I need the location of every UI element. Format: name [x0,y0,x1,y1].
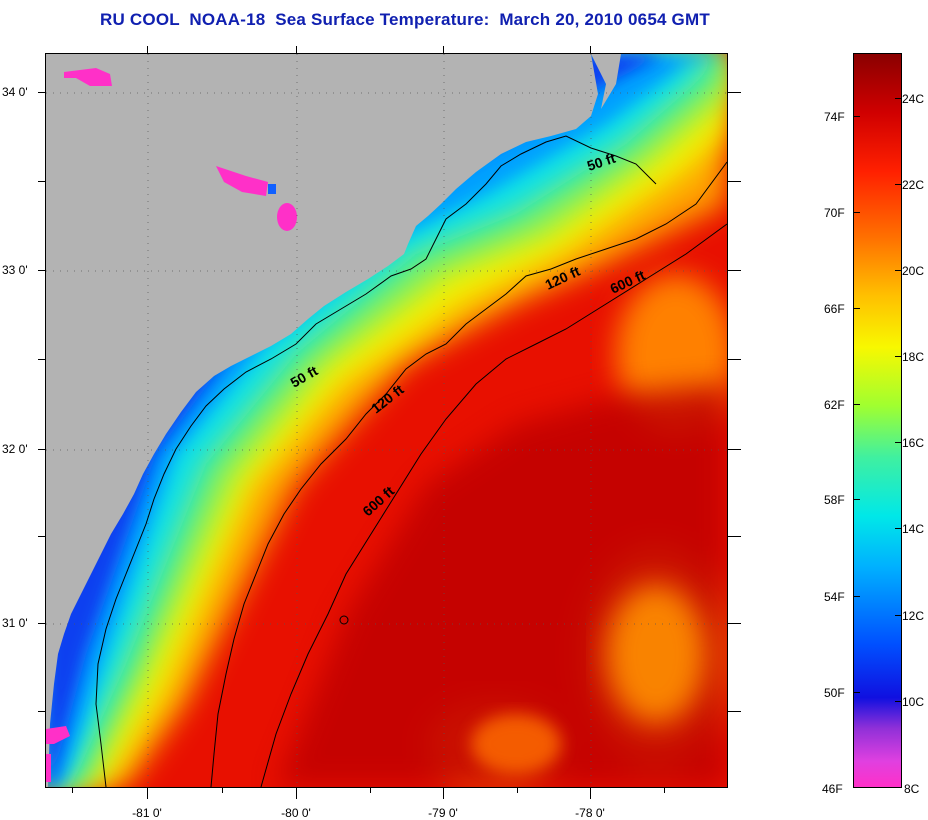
lat-tick [38,270,46,271]
lat-label-33: 33 0' [2,263,28,277]
cb-tick [854,596,860,597]
cb-f-70: 70F [824,206,845,220]
lat-tick [38,711,46,712]
cb-tick [854,499,860,500]
cb-c-24: 24C [902,92,925,106]
lon-tick [517,787,518,793]
lat-tick [38,623,46,624]
cb-tick [854,692,860,693]
sst-map-canvas: 50 ft 120 ft 600 ft 50 ft 120 ft 600 ft [46,54,727,787]
cb-tick [854,308,860,309]
temperature-colorbar [853,53,902,788]
lon-tick-top [443,46,444,54]
cb-c-16: 16C [902,436,925,450]
cb-c-20: 20C [902,264,925,278]
lat-tick [38,92,46,93]
lat-label-34: 34 0' [2,85,28,99]
cb-tick [895,270,901,271]
lat-label-32: 32 0' [2,442,28,456]
lon-label-79: -79 0' [428,806,458,820]
lon-tick [147,787,148,799]
lon-tick [664,787,665,793]
isobath-50ft [95,135,657,787]
cb-c-14: 14C [902,522,925,536]
lat-tick [38,536,46,537]
cb-tick [895,442,901,443]
lat-tick-right [727,623,741,624]
cb-f-58: 58F [824,493,845,507]
lat-tick-right [727,536,741,537]
lat-tick-right [727,181,741,182]
cb-tick [895,615,901,616]
lon-tick-top [590,46,591,54]
cb-c-18: 18C [902,350,925,364]
cb-f-54: 54F [824,590,845,604]
lat-tick [38,181,46,182]
cb-tick [895,356,901,357]
cb-tick [854,212,860,213]
cb-tick [854,116,860,117]
lat-tick [38,359,46,360]
lat-tick-right [727,270,741,271]
lon-tick [222,787,223,793]
map-title: RU COOL NOAA-18 Sea Surface Temperature:… [100,10,710,29]
lon-label-78: -78 0' [575,806,605,820]
cb-tick [854,404,860,405]
pink-patches [46,68,297,782]
isobath-600ft [260,223,727,787]
cb-tick [895,98,901,99]
cb-f-74: 74F [824,110,845,124]
lat-tick [38,449,46,450]
lon-tick [72,787,73,793]
cb-f-66: 66F [824,302,845,316]
lat-tick-right [727,711,741,712]
lat-tick-right [727,449,741,450]
lon-tick [590,787,591,799]
lon-label-80: -80 0' [281,806,311,820]
lon-tick [370,787,371,793]
cb-f-62: 62F [824,398,845,412]
cb-f-46: 46F [822,782,843,796]
cb-c-22: 22C [902,178,925,192]
cb-f-50: 50F [824,686,845,700]
graticule [46,54,727,787]
lon-label-81: -81 0' [132,806,162,820]
cb-c-10: 10C [902,695,925,709]
lat-tick-right [727,359,741,360]
cb-tick [895,701,901,702]
isobath-lines [95,135,727,787]
cb-c-8: 8C [904,782,920,796]
land-mass [46,54,598,787]
cb-c-12: 12C [902,609,925,623]
sst-map[interactable]: 50 ft 120 ft 600 ft 50 ft 120 ft 600 ft [45,53,728,788]
marker-circle [339,615,349,625]
cb-tick [895,184,901,185]
cb-tick [895,528,901,529]
lat-tick-right [727,92,741,93]
lat-label-31: 31 0' [2,616,28,630]
lon-tick [296,787,297,799]
lon-tick-top [296,46,297,54]
lon-tick-top [147,46,148,54]
lon-tick [443,787,444,799]
isobath-120ft [210,161,727,787]
